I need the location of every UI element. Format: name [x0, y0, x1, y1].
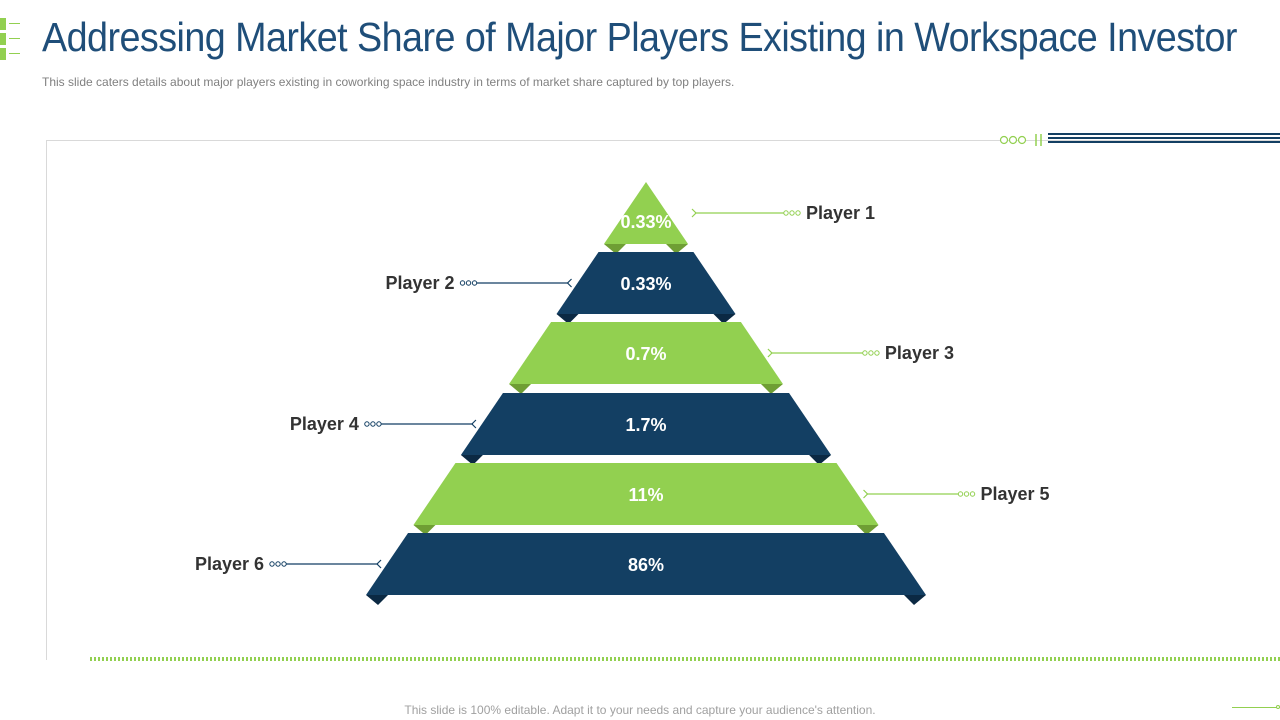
pyramid-tier: 86%: [366, 533, 926, 605]
accent-bar: [0, 33, 20, 45]
accent-block: [0, 18, 6, 30]
tier-label: Player 3: [885, 343, 954, 363]
accent-bar: [0, 18, 20, 30]
accent-block: [0, 33, 6, 45]
tier-shape: [366, 533, 926, 595]
tier-shape: [413, 463, 879, 525]
tier-value: 0.33%: [620, 274, 671, 294]
stripe: [1048, 133, 1280, 135]
tier-fold-right: [809, 455, 832, 465]
tier-value: 0.33%: [620, 212, 671, 232]
tier-fold-right: [904, 595, 926, 605]
tier-label: Player 4: [290, 414, 359, 434]
tier-shape: [603, 182, 689, 244]
pyramid-tier: 0.33%: [603, 182, 689, 254]
footer-note: This slide is 100% editable. Adapt it to…: [404, 703, 876, 717]
tier-fold-left: [460, 455, 483, 465]
tier-connector: Player 2: [385, 273, 572, 293]
accent-line: [9, 38, 20, 39]
tier-label: Player 5: [981, 484, 1050, 504]
tier-fold-left: [366, 595, 388, 605]
stripe: [1048, 141, 1280, 143]
tier-fold-right: [856, 525, 879, 535]
tier-label: Player 2: [385, 273, 454, 293]
tier-fold-right: [666, 244, 689, 254]
tier-fold-right: [760, 384, 783, 394]
accent-line: [9, 23, 20, 24]
bottom-dotted-line: [90, 657, 1280, 661]
tier-label: Player 6: [195, 554, 264, 574]
tier-value: 1.7%: [625, 415, 666, 435]
tier-connector: Player 4: [290, 414, 477, 434]
slide-title: Addressing Market Share of Major Players…: [42, 14, 1237, 60]
content-frame: [46, 140, 1280, 660]
tier-shape: [460, 393, 832, 455]
stripe: [1048, 137, 1280, 139]
header-stripes: [1048, 133, 1280, 145]
tier-value: 0.7%: [625, 344, 666, 364]
tier-fold-left: [509, 384, 532, 394]
tier-fold-right: [713, 314, 736, 324]
tier-value: 86%: [628, 555, 664, 575]
corner-decoration: [999, 134, 1042, 146]
tier-shape: [509, 322, 783, 384]
tier-fold-left: [603, 244, 626, 254]
tier-label: Player 1: [806, 203, 875, 223]
tier-value: 11%: [628, 485, 663, 505]
slide-subtitle: This slide caters details about major pl…: [42, 75, 735, 89]
tier-connector: Player 6: [195, 554, 382, 574]
tier-connector: Player 1: [691, 203, 875, 223]
pyramid-tier: 1.7%: [460, 393, 832, 465]
pyramid-tier: 0.33%: [556, 252, 736, 324]
pyramid-tier: 11%: [413, 463, 879, 535]
title-accent-bars: [0, 18, 20, 63]
tier-shape: [556, 252, 736, 314]
tier-connector: Player 3: [767, 343, 954, 363]
pyramid-tier: 0.7%: [509, 322, 783, 394]
tier-fold-left: [413, 525, 436, 535]
tier-fold-left: [556, 314, 579, 324]
tier-connector: Player 5: [863, 484, 1050, 504]
accent-line: [9, 53, 20, 54]
accent-block: [0, 48, 6, 60]
accent-bar: [0, 48, 20, 60]
